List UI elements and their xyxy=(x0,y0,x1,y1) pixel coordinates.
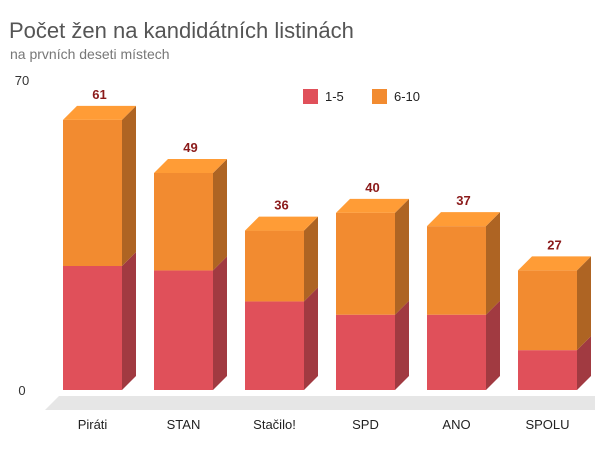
bar-top-face xyxy=(427,212,500,227)
bar-total-label: 49 xyxy=(183,140,197,155)
x-category-label: ANO xyxy=(442,417,470,432)
bar-segment-front xyxy=(336,212,395,315)
bar-top-face xyxy=(63,105,136,120)
bar-segment-front xyxy=(245,301,304,390)
bar-total-label: 40 xyxy=(365,180,379,195)
bar-total-label: 36 xyxy=(274,198,288,213)
bar-segment-front xyxy=(154,173,213,271)
bar-segment-front xyxy=(63,266,122,390)
y-tick-label: 70 xyxy=(15,73,29,88)
bar-segment-front xyxy=(518,270,577,351)
bar-segment-side xyxy=(304,287,318,390)
bar-total-label: 27 xyxy=(547,237,561,252)
bar-total-label: 61 xyxy=(92,87,106,102)
bar-top-face xyxy=(336,198,409,213)
bar-segment-side xyxy=(486,212,500,315)
legend-label: 6-10 xyxy=(394,89,420,104)
bar-top-face xyxy=(154,159,227,173)
bar-top-face xyxy=(518,256,591,271)
x-category-label: STAN xyxy=(167,417,201,432)
bar-segment-side xyxy=(395,198,409,315)
bar-segment-front xyxy=(427,226,486,315)
bar-segment-front xyxy=(336,314,395,390)
bar-total-label: 37 xyxy=(456,193,470,208)
bar-segment-front xyxy=(154,270,213,390)
bar-segment-side xyxy=(395,300,409,390)
chart-floor xyxy=(45,396,595,410)
y-tick-label: 0 xyxy=(18,383,25,398)
bar-segment-front xyxy=(518,350,577,390)
bar-top-face xyxy=(245,216,318,231)
x-category-label: Stačilo! xyxy=(253,417,296,432)
x-category-label: SPD xyxy=(352,417,379,432)
legend-label: 1-5 xyxy=(325,89,344,104)
x-category-label: Piráti xyxy=(78,417,108,432)
bar-segment-front xyxy=(63,119,122,266)
x-category-label: SPOLU xyxy=(525,417,569,432)
bar-segment-side xyxy=(122,252,136,390)
bar-segment-front xyxy=(427,314,486,390)
chart-title: Počet žen na kandidátních listinách xyxy=(9,18,354,43)
bar-segment-side xyxy=(577,256,591,351)
bar-segment-side xyxy=(486,300,500,390)
bar-segment-side xyxy=(213,159,227,271)
bar-segment-front xyxy=(245,230,304,302)
bar-segment-side xyxy=(213,256,227,390)
legend-swatch xyxy=(372,89,387,104)
chart-subtitle: na prvních deseti místech xyxy=(10,46,170,62)
bar-segment-side xyxy=(577,336,591,390)
bar-segment-side xyxy=(304,216,318,302)
legend-swatch xyxy=(303,89,318,104)
bar-segment-side xyxy=(122,105,136,266)
